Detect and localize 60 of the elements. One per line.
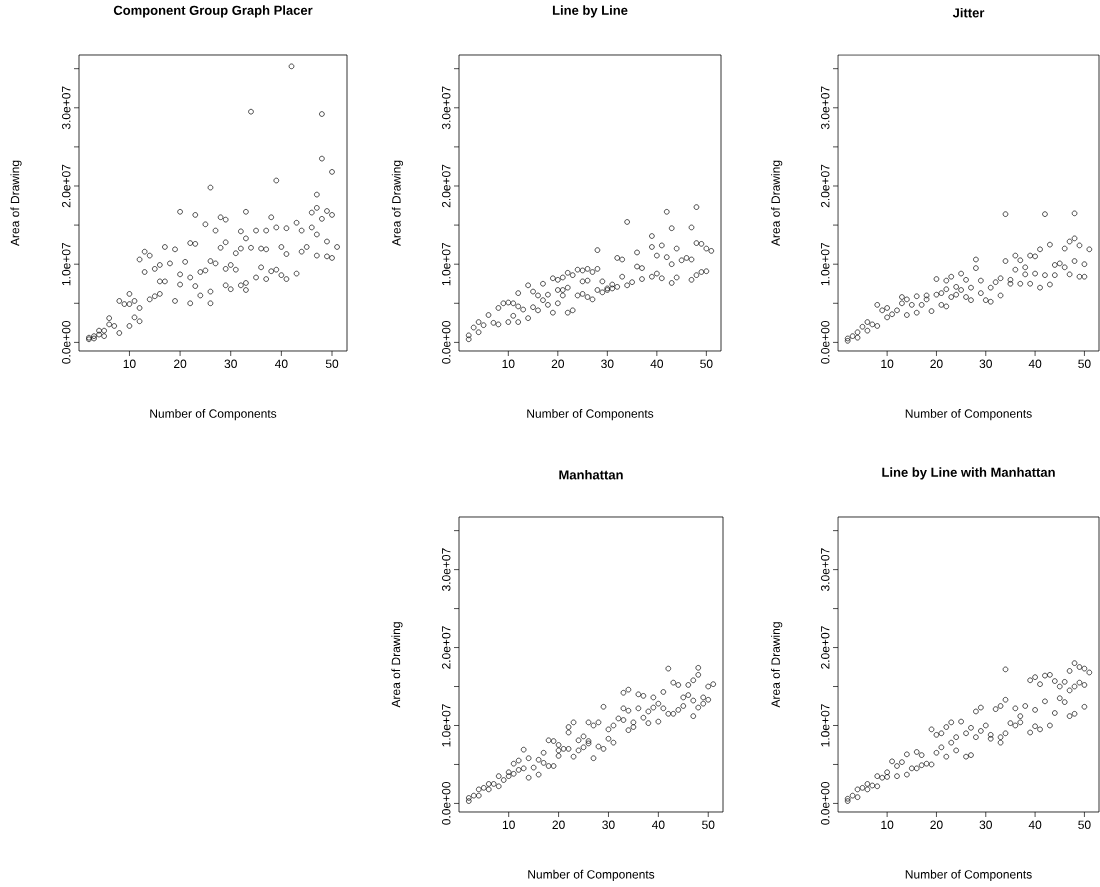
x-tick-label: 10: [502, 820, 515, 830]
x-tick-label: 30: [224, 359, 237, 369]
y-tick-label: 0.0e+00: [820, 321, 830, 364]
y-tick-label: 0.0e+00: [441, 321, 451, 364]
y-tick-label: 1.0e+07: [61, 242, 71, 286]
y-tick-label: 1.0e+07: [441, 704, 451, 747]
x-tick-label: 20: [551, 359, 565, 369]
chart-title: Line by Line: [552, 5, 628, 18]
y-tick-label: 1.0e+07: [820, 704, 830, 747]
y-tick-label: 3.0e+07: [820, 548, 830, 592]
x-tick-label: 40: [1028, 820, 1042, 830]
x-tick-label: 20: [930, 820, 943, 830]
x-axis-title: Number of Components: [528, 869, 655, 882]
y-tick-label: 3.0e+07: [441, 548, 451, 592]
chart-title: Component Group Graph Placer: [113, 5, 313, 18]
x-tick-label: 50: [325, 359, 339, 369]
x-tick-label: 10: [123, 359, 136, 369]
x-tick-label: 50: [702, 820, 715, 830]
x-tick-label: 40: [1028, 359, 1042, 369]
x-tick-label: 30: [979, 359, 992, 369]
y-axis-title: Area of Drawing: [10, 160, 22, 246]
y-axis-title: Area of Drawing: [391, 622, 403, 708]
chart-title: Jitter: [952, 7, 985, 18]
x-tick-label: 50: [700, 359, 713, 369]
x-tick-label: 20: [552, 820, 565, 830]
x-axis-title: Number of Components: [527, 409, 654, 421]
x-tick-label: 50: [1078, 820, 1091, 830]
y-tick-label: 2.0e+07: [820, 164, 830, 208]
chart-title: Line by Line with Manhattan: [882, 467, 1055, 480]
y-tick-label: 2.0e+07: [441, 626, 451, 669]
x-tick-label: 10: [881, 820, 894, 830]
x-tick-label: 30: [602, 820, 615, 830]
y-tick-label: 2.0e+07: [61, 164, 71, 208]
x-tick-label: 10: [881, 359, 894, 369]
y-tick-label: 3.0e+07: [820, 86, 830, 130]
x-tick-label: 10: [502, 359, 515, 369]
y-axis-title: Area of Drawing: [771, 622, 783, 708]
y-tick-label: 1.0e+07: [820, 242, 830, 286]
chart-title: Manhattan: [559, 469, 623, 480]
y-tick-label: 0.0e+00: [441, 782, 451, 825]
x-tick-label: 20: [174, 359, 187, 369]
x-tick-label: 30: [979, 820, 992, 830]
x-axis-title: Number of Components: [150, 409, 277, 421]
y-axis-title: Area of Drawing: [391, 160, 404, 246]
x-tick-label: 20: [930, 359, 943, 369]
x-tick-label: 40: [274, 359, 288, 369]
y-tick-label: 0.0e+00: [820, 782, 830, 825]
x-axis-title: Number of Components: [905, 869, 1032, 882]
x-tick-label: 40: [651, 820, 665, 830]
y-tick-label: 1.0e+07: [441, 242, 451, 286]
y-tick-label: 0.0e+00: [61, 321, 71, 364]
y-tick-label: 2.0e+07: [820, 626, 830, 669]
x-axis-title: Number of Components: [905, 409, 1032, 421]
x-tick-label: 30: [601, 359, 614, 369]
x-tick-label: 40: [650, 359, 664, 369]
y-axis-title: Area of Drawing: [771, 160, 783, 246]
y-tick-label: 3.0e+07: [61, 86, 71, 130]
x-tick-label: 50: [1078, 359, 1091, 369]
y-tick-label: 3.0e+07: [441, 86, 451, 130]
y-tick-label: 2.0e+07: [441, 164, 451, 208]
